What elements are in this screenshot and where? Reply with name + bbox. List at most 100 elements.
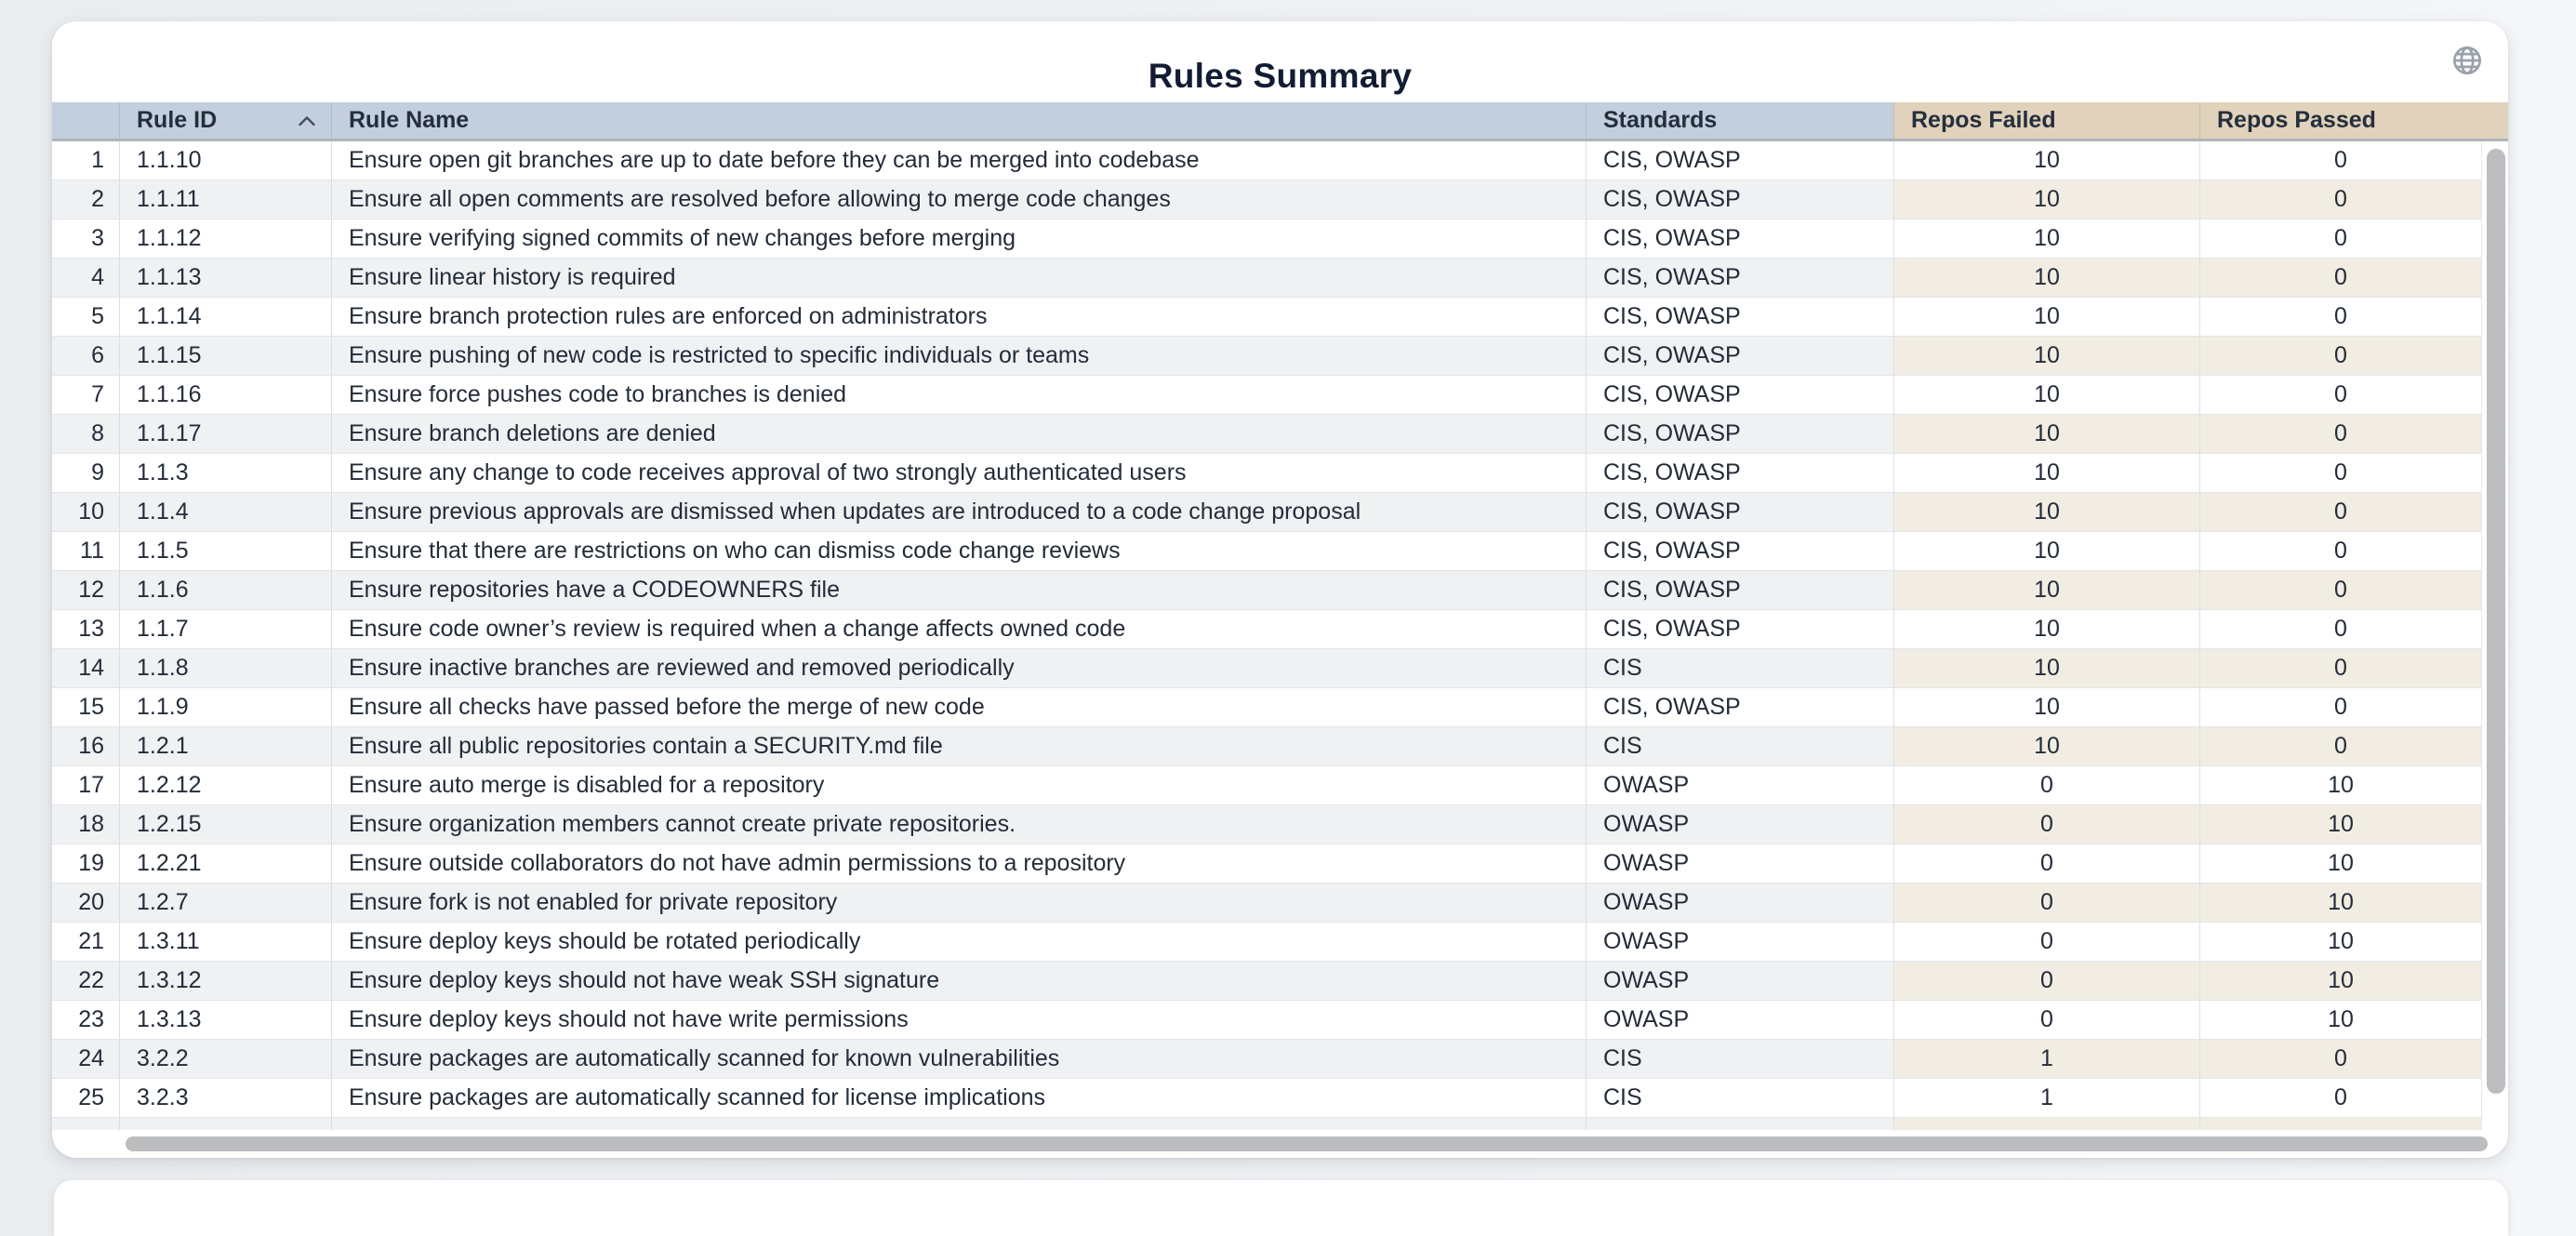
table-row[interactable]: 13 1.1.7 Ensure code owner’s review is req… <box>52 610 2508 649</box>
cell-rule-name: Ensure previous approvals are dismissed … <box>331 493 1586 532</box>
cell-row-number: 9 <box>52 454 119 493</box>
cell-rule-id: 1.1.9 <box>119 688 331 727</box>
table-row[interactable]: 2 1.1.11 Ensure all open comments are reso… <box>52 180 2508 219</box>
column-header-rule-id[interactable]: Rule ID <box>119 102 331 141</box>
table-row[interactable]: 7 1.1.16 Ensure force pushes code to branc… <box>52 376 2508 415</box>
column-header-label: Rule ID <box>137 107 218 133</box>
cell-repos-failed: 10 <box>1893 376 2199 415</box>
cell-row-number: 2 <box>52 180 119 219</box>
cell-standards: CIS, OWASP <box>1586 571 1893 610</box>
cell-repos-failed: 0 <box>1893 884 2199 923</box>
cell-rule-id: 1.1.13 <box>119 259 331 298</box>
table-row[interactable]: 12 1.1.6 Ensure repositories have a CODEOW… <box>52 571 2508 610</box>
cell-rule-id: 1.2.21 <box>119 844 331 884</box>
table-row[interactable]: 16 1.2.1 Ensure all public repositories co… <box>52 727 2508 766</box>
column-header-repos-passed[interactable]: Repos Passed <box>2199 102 2481 141</box>
cell-rule-id: 1.3.13 <box>119 1001 331 1040</box>
cell-rule-name: Ensure code owner’s review is required w… <box>331 610 1586 649</box>
horizontal-scrollbar-thumb[interactable] <box>126 1136 2488 1151</box>
table-row[interactable]: 10 1.1.4 Ensure previous approvals are dis… <box>52 493 2508 532</box>
cell-repos-passed: 0 <box>2199 688 2481 727</box>
cell-rule-name: Ensure auto merge is disabled for a repo… <box>331 766 1586 805</box>
cell-standards: OWASP <box>1586 805 1893 844</box>
cell-rule-id: 1.3.11 <box>119 923 331 962</box>
table-row[interactable]: 9 1.1.3 Ensure any change to code receives… <box>52 454 2508 493</box>
cell-rule-name: Ensure branch protection rules are enfor… <box>331 298 1586 337</box>
table-row[interactable]: 20 1.2.7 Ensure fork is not enabled for pr… <box>52 884 2508 923</box>
column-header-label: Rule Name <box>349 107 470 133</box>
cell-repos-passed: 0 <box>2199 610 2481 649</box>
table-row[interactable]: 6 1.1.15 Ensure pushing of new code is res… <box>52 337 2508 376</box>
cell-rule-name: Ensure branch deletions are denied <box>331 415 1586 454</box>
cell-rule-id: 1.1.6 <box>119 571 331 610</box>
cell-standards: CIS, OWASP <box>1586 376 1893 415</box>
cell-row-number: 19 <box>52 844 119 884</box>
cell-repos-failed: 10 <box>1893 141 2199 180</box>
cell-row-number: 17 <box>52 766 119 805</box>
table-row[interactable]: 3 1.1.12 Ensure verifying signed commits o… <box>52 219 2508 259</box>
cell-rule-name: Ensure deploy keys should not have write… <box>331 1001 1586 1040</box>
cell-rule-id: 1.1.3 <box>119 454 331 493</box>
cell-repos-failed: 0 <box>1893 962 2199 1001</box>
table-row[interactable]: 18 1.2.15 Ensure organization members cann… <box>52 805 2508 844</box>
table-row[interactable]: 5 1.1.14 Ensure branch protection rules ar… <box>52 298 2508 337</box>
cell-repos-passed: 0 <box>2199 298 2481 337</box>
cell-repos-passed <box>2199 1118 2481 1130</box>
cell-rule-id: 3.2.3 <box>119 1079 331 1118</box>
cell-repos-passed: 0 <box>2199 259 2481 298</box>
cell-standards: CIS, OWASP <box>1586 532 1893 571</box>
cell-repos-passed: 10 <box>2199 766 2481 805</box>
cell-repos-failed: 0 <box>1893 766 2199 805</box>
table-row[interactable]: 23 1.3.13 Ensure deploy keys should not ha… <box>52 1001 2508 1040</box>
cell-standards: CIS, OWASP <box>1586 688 1893 727</box>
table-row[interactable]: 4 1.1.13 Ensure linear history is required… <box>52 259 2508 298</box>
cell-rule-id: 1.2.15 <box>119 805 331 844</box>
table-row[interactable]: 21 1.3.11 Ensure deploy keys should be rot… <box>52 923 2508 962</box>
sort-ascending-icon <box>298 114 316 126</box>
table-row[interactable]: 22 1.3.12 Ensure deploy keys should not ha… <box>52 962 2508 1001</box>
table-row[interactable]: 17 1.2.12 Ensure auto merge is disabled fo… <box>52 766 2508 805</box>
cell-standards: OWASP <box>1586 962 1893 1001</box>
cell-repos-failed: 10 <box>1893 415 2199 454</box>
cell-row-number: 23 <box>52 1001 119 1040</box>
cell-row-number: 5 <box>52 298 119 337</box>
cell-row-number: 14 <box>52 649 119 688</box>
cell-repos-passed: 0 <box>2199 1079 2481 1118</box>
cell-row-number: 20 <box>52 884 119 923</box>
cell-repos-failed: 10 <box>1893 219 2199 259</box>
cell-standards: CIS, OWASP <box>1586 259 1893 298</box>
cell-row-number: 6 <box>52 337 119 376</box>
cell-rule-name: Ensure any change to code receives appro… <box>331 454 1586 493</box>
cell-standards: CIS <box>1586 649 1893 688</box>
cell-repos-passed: 10 <box>2199 1001 2481 1040</box>
cell-rule-id <box>119 1118 331 1130</box>
table-row[interactable]: 11 1.1.5 Ensure that there are restriction… <box>52 532 2508 571</box>
table-row[interactable]: 1 1.1.10 Ensure open git branches are up t… <box>52 141 2508 180</box>
cell-rule-id: 1.1.12 <box>119 219 331 259</box>
cell-repos-failed: 10 <box>1893 493 2199 532</box>
column-header-standards[interactable]: Standards <box>1586 102 1893 141</box>
cell-repos-failed: 10 <box>1893 337 2199 376</box>
table-row[interactable]: 15 1.1.9 Ensure all checks have passed bef… <box>52 688 2508 727</box>
table-row[interactable]: 14 1.1.8 Ensure inactive branches are revi… <box>52 649 2508 688</box>
column-header-rule-name[interactable]: Rule Name <box>331 102 1586 141</box>
cell-repos-passed: 10 <box>2199 805 2481 844</box>
vertical-scrollbar-thumb[interactable] <box>2487 149 2505 1094</box>
table-row[interactable]: 25 3.2.3 Ensure packages are automatically… <box>52 1079 2508 1118</box>
cell-rule-id: 1.2.1 <box>119 727 331 766</box>
cell-rule-name: Ensure force pushes code to branches is … <box>331 376 1586 415</box>
cell-rule-id: 1.3.12 <box>119 962 331 1001</box>
table-row[interactable]: 19 1.2.21 Ensure outside collaborators do … <box>52 844 2508 884</box>
table-row[interactable]: 24 3.2.2 Ensure packages are automatically… <box>52 1040 2508 1079</box>
cell-repos-failed: 10 <box>1893 298 2199 337</box>
cell-standards: CIS <box>1586 1040 1893 1079</box>
column-header-repos-failed[interactable]: Repos Failed <box>1893 102 2199 141</box>
column-header-label: Standards <box>1603 107 1718 133</box>
globe-icon[interactable] <box>2450 44 2484 77</box>
cell-repos-failed: 10 <box>1893 259 2199 298</box>
table-row[interactable]: 8 1.1.17 Ensure branch deletions are denie… <box>52 415 2508 454</box>
cell-rule-name: Ensure repositories have a CODEOWNERS fi… <box>331 571 1586 610</box>
cell-rule-name: Ensure fork is not enabled for private r… <box>331 884 1586 923</box>
cell-rule-name: Ensure outside collaborators do not have… <box>331 844 1586 884</box>
cell-rule-name: Ensure pushing of new code is restricted… <box>331 337 1586 376</box>
